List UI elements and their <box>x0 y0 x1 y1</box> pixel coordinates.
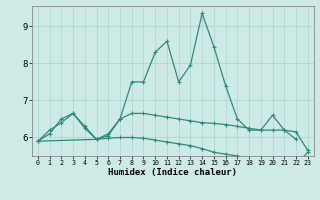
X-axis label: Humidex (Indice chaleur): Humidex (Indice chaleur) <box>108 168 237 177</box>
